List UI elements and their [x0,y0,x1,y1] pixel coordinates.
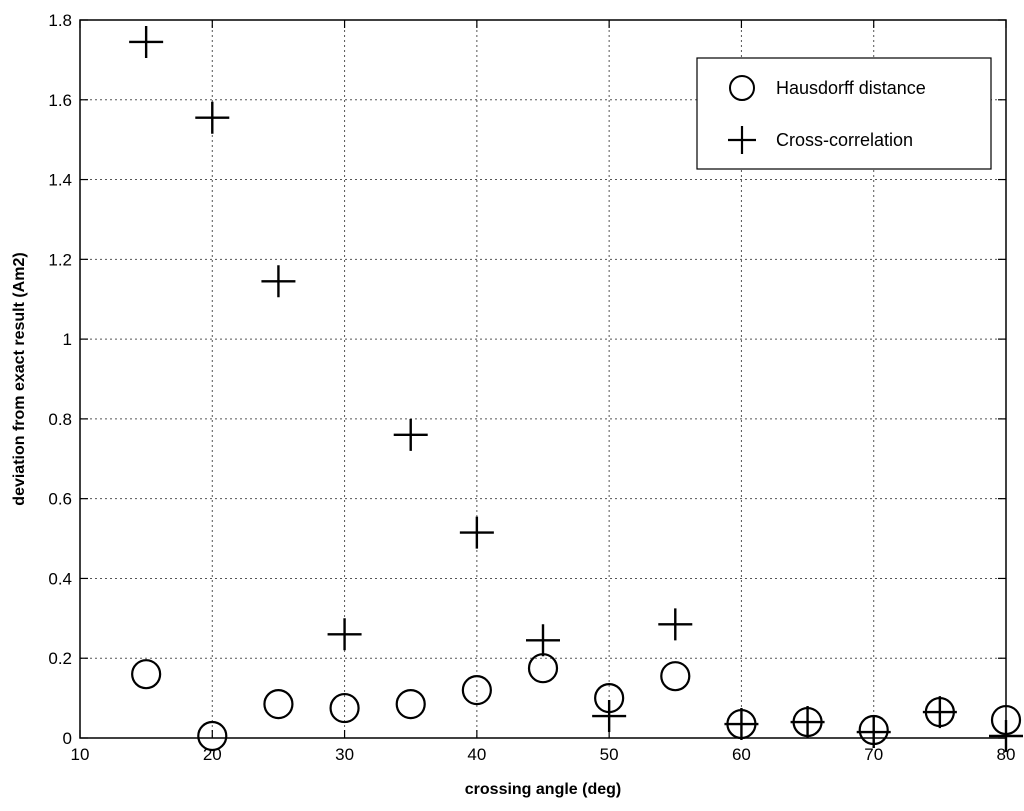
legend-label-cross-correlation: Cross-correlation [776,130,913,150]
y-axis-title: deviation from exact result (Am2) [11,252,28,505]
cross-correlation-point [922,696,957,729]
cross-correlation-point [393,418,428,451]
hausdorff-point [461,675,492,706]
x-tick-label: 10 [71,745,90,764]
y-tick-label: 1.6 [48,91,72,110]
cross-correlation-point [592,700,627,733]
hausdorff-point [527,653,559,684]
cross-correlation-point [459,516,494,549]
hausdorff-point [660,661,691,692]
y-tick-label: 1.8 [48,11,72,30]
hausdorff-point [395,688,426,720]
hausdorff-point [197,720,228,752]
cross-correlation-point [261,265,296,298]
legend-label-hausdorff: Hausdorff distance [776,78,926,98]
y-tick-label: 0.6 [48,490,72,509]
y-tick-label: 0.8 [48,410,72,429]
y-tick-label: 0 [63,729,72,748]
cross-correlation-point [658,608,693,641]
legend-circle-marker [729,75,755,101]
cross-correlation-point [195,101,230,134]
x-tick-label: 70 [864,745,883,764]
x-axis-title: crossing angle (deg) [465,781,621,798]
y-tick-label: 0.2 [48,649,72,668]
y-tick-label: 1 [63,330,72,349]
x-tick-label: 40 [467,745,486,764]
cross-correlation-point [790,706,825,739]
cross-correlation-point [327,618,362,651]
legend: Hausdorff distance Cross-correlation [696,57,992,170]
cross-correlation-point [856,716,891,749]
cross-correlation-point [129,25,164,58]
x-tick-label: 60 [732,745,751,764]
hausdorff-point [131,659,162,690]
y-tick-label: 1.2 [48,250,72,269]
data-marks [129,25,1023,753]
x-tick-label: 80 [997,745,1016,764]
cross-correlation-point [989,720,1023,753]
y-tick-label: 0.4 [48,569,72,588]
cross-correlation-point [724,708,759,741]
cross-correlation-point [526,624,560,657]
x-tick-label: 30 [335,745,354,764]
legend-plus-marker [728,126,756,154]
x-tick-label: 50 [600,745,619,764]
hausdorff-point [263,688,294,720]
plot-frame [79,19,1007,739]
hausdorff-point [329,692,360,724]
y-tick-label: 1.4 [48,171,72,190]
